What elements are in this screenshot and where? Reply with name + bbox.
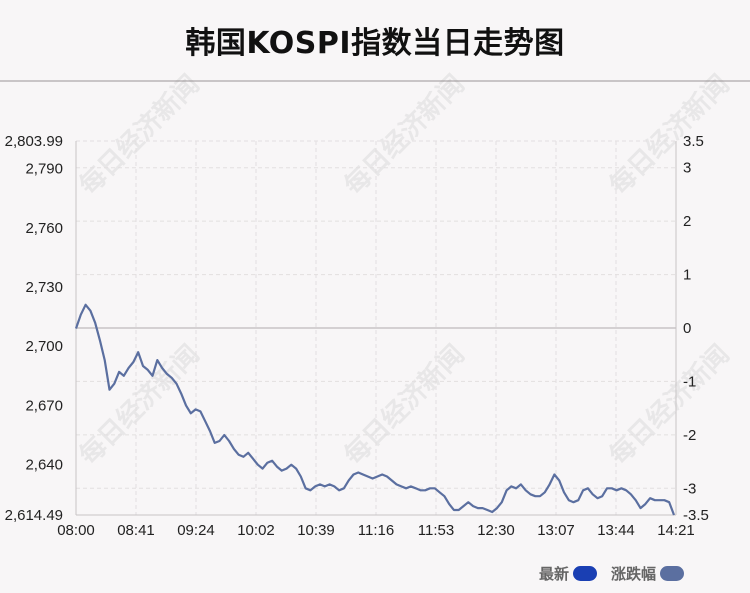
y-tick-label-left: 2,730 <box>25 279 63 296</box>
y-tick-label-right: 2 <box>683 213 691 230</box>
legend-item-change[interactable]: 涨跌幅 <box>611 563 684 584</box>
y-tick-label-left: 2,640 <box>25 457 63 474</box>
y-tick-label-right: -3.5 <box>683 507 709 524</box>
x-tick-label: 13:44 <box>597 522 635 539</box>
y-tick-label-left: 2,760 <box>25 220 63 237</box>
x-tick-label: 10:39 <box>297 522 335 539</box>
y-tick-label-right: -2 <box>683 427 696 444</box>
y-tick-label-right: 0 <box>683 320 691 337</box>
legend: 最新 涨跌幅 <box>539 563 684 584</box>
legend-swatch-change <box>660 566 684 581</box>
x-tick-label: 10:02 <box>237 522 275 539</box>
legend-swatch-latest <box>572 566 597 581</box>
x-tick-label: 09:24 <box>177 522 215 539</box>
legend-label-change: 涨跌幅 <box>610 565 656 583</box>
y-tick-label-left: 2,790 <box>25 161 63 178</box>
y-tick-label-right: 3 <box>683 160 691 177</box>
x-tick-label: 08:00 <box>57 522 95 539</box>
legend-label-latest: 最新 <box>538 565 569 583</box>
y-tick-label-right: -1 <box>683 373 696 390</box>
legend-item-latest[interactable]: 最新 <box>539 563 597 584</box>
x-tick-label: 11:16 <box>358 522 394 539</box>
y-tick-label-left: 2,670 <box>25 397 63 414</box>
y-tick-label-left: 2,614.49 <box>5 507 63 524</box>
y-tick-label-right: 1 <box>683 267 691 284</box>
x-tick-label: 12:30 <box>477 522 515 539</box>
x-tick-label: 08:41 <box>117 522 155 539</box>
y-tick-label-left: 2,803.99 <box>5 133 63 150</box>
y-tick-label-left: 2,700 <box>25 338 63 355</box>
y-tick-label-right: -3 <box>683 480 696 497</box>
y-tick-label-right: 3.5 <box>683 133 704 150</box>
chart-title: 韩国KOSPI指数当日走势图 <box>185 26 565 61</box>
x-tick-label: 14:21 <box>657 522 695 539</box>
series-line-latest <box>74 303 676 516</box>
x-tick-label: 11:53 <box>418 522 454 539</box>
title-divider <box>0 80 750 82</box>
x-tick-label: 13:07 <box>537 522 575 539</box>
